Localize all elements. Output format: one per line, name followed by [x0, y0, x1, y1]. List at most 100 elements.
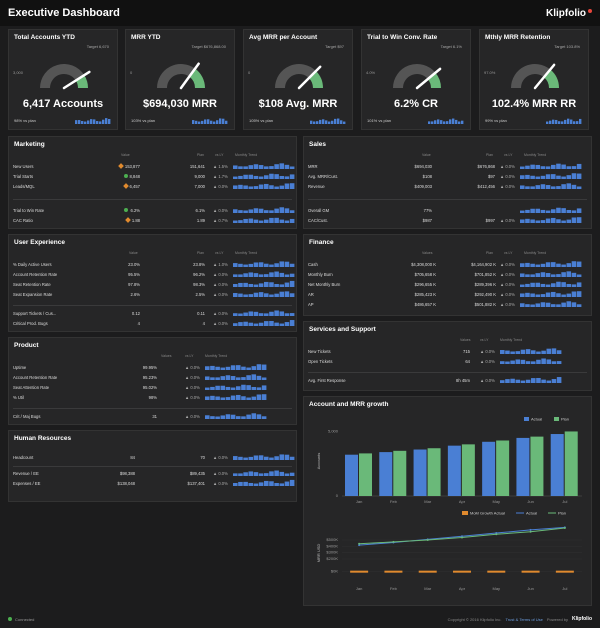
spark-bar	[243, 174, 248, 179]
spark-bar	[535, 264, 541, 267]
table-row[interactable]: Seat Expansion Rate 2.6% 2.5% ▲ 0.0%	[13, 290, 295, 299]
connection-status: Connected	[8, 617, 34, 622]
gauge-arc	[275, 64, 323, 90]
spark-bar	[535, 273, 541, 277]
table-row[interactable]: Support Tickets / Cus... 0.12 0.11 ▲ 0.0%	[13, 309, 295, 318]
kpi-gauge-1[interactable]: Total Accounts YTD Target 6,670 3,000 6,…	[8, 29, 118, 130]
spark-bar	[90, 119, 93, 124]
table-row[interactable]: Revenue $409,003 $412,456 ▲ 0.0%	[308, 182, 587, 191]
spark-bar	[284, 473, 290, 476]
kpi-gauge-5[interactable]: Mthly MRR Retention Target 103.8% 97.0% …	[479, 29, 589, 130]
row-label: New Users	[13, 164, 34, 169]
spark-bar	[220, 376, 226, 380]
spark-bar	[241, 416, 246, 419]
spark-bar	[236, 416, 241, 419]
spark-bar	[264, 281, 269, 287]
table-row[interactable]: % Daily Active Users 23.0% 23.8% ▲ 1.0%	[13, 260, 295, 269]
table-row[interactable]: New Users 153,877 151,641 ▲ 1.5%	[13, 162, 295, 171]
gauge-target: Target $97	[325, 44, 344, 49]
table-row[interactable]: Leads/MQL 6,457 7,000 ▲ 0.0%	[13, 182, 295, 191]
row-change: ▲ 0.0%	[500, 292, 515, 297]
row-value: 153,877	[124, 164, 140, 169]
line-point	[358, 542, 361, 545]
table-row[interactable]: MRR $694,030 $676,868 ▲ 0.0%	[308, 162, 587, 171]
spark-bar	[269, 282, 274, 287]
row-plan: $289,396 K	[474, 282, 496, 287]
row-label: Account Retention Rate	[13, 375, 58, 380]
table-row[interactable]: CAC Ratio 1.88 1.89 ▲ 0.7%	[13, 216, 295, 225]
table-row[interactable]: Open Tickets 64 ▲ 0.0%	[308, 357, 587, 366]
growth-chart: Jan Feb Mar Apr May Jun Jul 0 5,000 Accounts Actua…	[316, 417, 582, 591]
table-row[interactable]: Cash $4,308,000 K $4,164,902 K ▲ 0.0%	[308, 260, 587, 269]
table-row[interactable]: CAC/Cust. $987 $997 ▲ 0.0%	[308, 216, 587, 225]
table-row[interactable]: Seat Retention Rate 97.8% 98.3% ▲ 0.0%	[13, 280, 295, 289]
gauge-title: Mthly MRR Retention	[485, 34, 551, 41]
line-point	[426, 539, 429, 541]
spark-bar	[289, 456, 295, 460]
spark-bar	[241, 366, 246, 370]
table-row[interactable]: Revenue / EE $98,388 $89,435 ▲ 0.0%	[13, 469, 295, 478]
spark-bar	[198, 121, 201, 124]
spark-bar	[540, 220, 546, 223]
sparkline	[428, 118, 464, 124]
gauge-needle	[179, 62, 200, 90]
table-row[interactable]: Uptime 99.95% ▲ 0.0%	[13, 363, 292, 372]
gauge-track	[157, 64, 196, 88]
table-row[interactable]: Seat Attention Rate 95.02% ▲ 0.0%	[13, 383, 292, 392]
table-row[interactable]: New Tickets 715 ▲ 0.0%	[308, 347, 587, 356]
table-row[interactable]: Net Monthly Burn $296,655 K $289,396 K ▲ 0.…	[308, 280, 587, 289]
spark-bar	[253, 483, 259, 486]
table-row[interactable]: AP $486,657 K $501,882 K ▲ 0.0%	[308, 300, 587, 309]
table-row[interactable]: Account Retention Rate 95.5% 96.2% ▲ 0.0%	[13, 270, 295, 279]
x-tick-label: Mar	[424, 499, 432, 504]
y-tick-label: $0K	[331, 569, 338, 574]
spark-bar	[102, 119, 105, 124]
spark-bar	[536, 351, 541, 354]
terms-link[interactable]: Trust & Terms of Use	[505, 616, 543, 622]
kpi-gauge-4[interactable]: Trial to Win Conv. Rate Target 6.1% 4.0%…	[361, 29, 471, 130]
table-row[interactable]: Headcount 84 70 ▲ 0.0%	[13, 453, 295, 462]
spark-bar	[274, 283, 279, 287]
table-row[interactable]: Account Retention Rate 95.23% ▲ 0.0%	[13, 373, 292, 382]
row-change: ▲ 0.0%	[480, 378, 495, 383]
table-row[interactable]: Avg. MRR/Cust. $108 $97 ▲ 0.0%	[308, 172, 587, 181]
kpi-gauge-2[interactable]: MRR YTD Target $676,868.00 0 $694,030 MR…	[125, 29, 235, 130]
kpi-gauge-3[interactable]: Avg MRR per Account Target $97 0 $108 Av…	[243, 29, 353, 130]
bar-plan	[393, 450, 407, 496]
klipfolio-logo[interactable]: Klipfolio	[546, 8, 592, 19]
spark-bar	[81, 121, 84, 124]
table-row[interactable]: Trial Starts 8,848 9,000 ▲ 1.7%	[13, 172, 295, 181]
legend-swatch-plan	[554, 417, 559, 421]
row-label: Net Monthly Burn	[308, 282, 341, 287]
spark-bar	[571, 284, 577, 287]
spark-bar	[205, 415, 210, 419]
legend-label: MoM Growth Actual	[470, 511, 505, 516]
spark-bar	[535, 208, 541, 213]
spark-bar	[525, 304, 530, 307]
spark-bar	[541, 358, 546, 364]
table-row[interactable]: Trial to Win Rate 6.2% 6.1% ▲ 0.0%	[13, 206, 295, 215]
spark-bar	[566, 301, 572, 307]
spark-bar	[192, 120, 195, 124]
spark-bar	[222, 118, 225, 124]
spark-bar	[556, 293, 561, 297]
spark-bar	[546, 359, 552, 364]
table-row[interactable]: Monthly Burn $705,658 K $701,852 K ▲ 0.0%	[308, 270, 587, 279]
row-change: ▲ 0.0%	[185, 365, 200, 370]
table-row[interactable]: Expenses / EE $138,048 $137,401 ▲ 0.0%	[13, 479, 295, 488]
row-separator	[13, 199, 292, 200]
spark-bar	[343, 121, 346, 124]
spark-bar	[238, 166, 243, 169]
bar-actual	[413, 449, 427, 496]
table-row[interactable]: Critical Prod. Bugs 4 4 ▲ 0.0%	[13, 319, 295, 328]
table-row[interactable]: Crit / Maj Bugs 31 ▲ 0.0%	[13, 412, 292, 421]
bar-plan	[530, 436, 544, 496]
row-label: Account Retention Rate	[13, 272, 58, 277]
table-row[interactable]: % Util 98% ▲ 0.0%	[13, 393, 292, 402]
gauge-target: Target 6.1%	[440, 44, 462, 49]
table-row[interactable]: AR $285,423 K $292,490 K ▲ 0.0%	[308, 290, 587, 299]
sparkline	[233, 261, 295, 267]
spark-bar	[256, 394, 262, 400]
table-row[interactable]: Avg. First Response 8h 45m ▲ 0.0%	[308, 376, 587, 385]
table-row[interactable]: Overall GM 77%	[308, 206, 587, 215]
